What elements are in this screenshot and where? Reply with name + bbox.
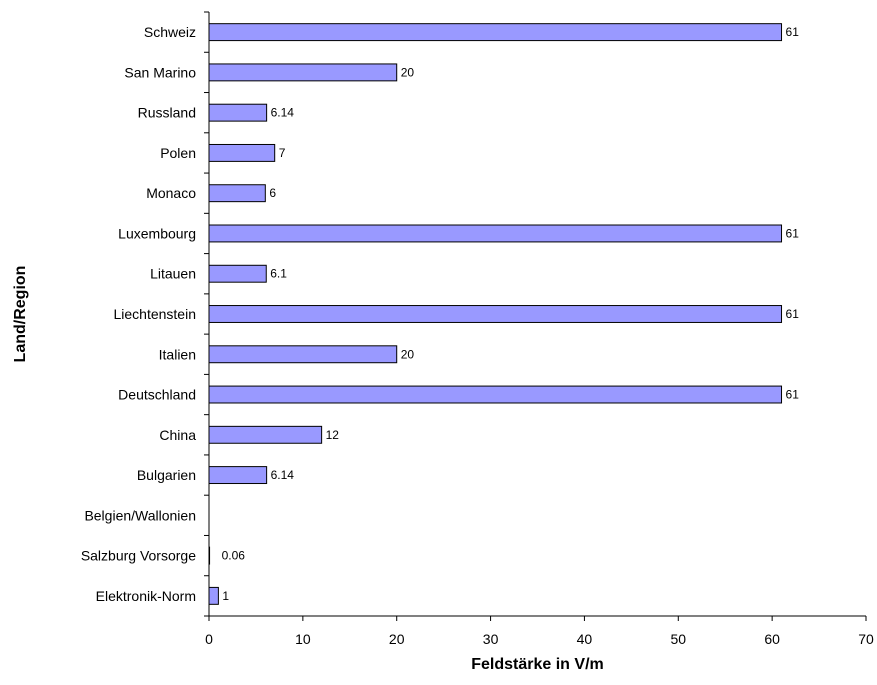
category-label: Polen (160, 145, 196, 161)
bar (208, 345, 398, 364)
x-axis-title: Feldstärke in V/m (471, 656, 604, 673)
data-label: 61 (786, 226, 800, 240)
bar (208, 385, 783, 404)
category-label: Liechtenstein (113, 306, 196, 322)
category-label: Monaco (146, 185, 196, 201)
bar (208, 184, 266, 203)
bar (208, 143, 276, 162)
bar (208, 224, 783, 243)
data-label: 61 (786, 307, 800, 321)
data-label: 6.14 (271, 106, 295, 120)
category-label: Russland (138, 105, 196, 121)
bars-group (208, 23, 783, 605)
x-tick-label: 10 (295, 631, 311, 647)
category-label: Schweiz (144, 24, 196, 40)
category-label: China (159, 427, 196, 443)
x-tick-label: 20 (389, 631, 405, 647)
bar (208, 305, 783, 323)
category-label: Italien (159, 346, 196, 362)
category-label: Luxembourg (118, 225, 196, 241)
bar (208, 63, 398, 82)
bar (208, 466, 268, 485)
category-label: Elektronik-Norm (96, 588, 196, 604)
x-tick-label: 50 (670, 631, 686, 647)
category-label: Litauen (150, 266, 196, 282)
bar (208, 425, 323, 444)
data-label: 6.1 (270, 267, 287, 281)
data-label: 6 (269, 186, 276, 200)
x-tick-label: 40 (577, 631, 593, 647)
data-label: 7 (279, 146, 286, 160)
data-label: 61 (786, 388, 800, 402)
x-tick-label: 30 (483, 631, 499, 647)
x-tick-label: 70 (858, 631, 874, 647)
category-label: Deutschland (118, 387, 196, 403)
category-label: Bulgarien (137, 467, 196, 483)
category-label: San Marino (124, 64, 196, 80)
y-axis-ticks (204, 11, 209, 617)
data-label: 0.06 (222, 549, 246, 563)
x-tick-label: 0 (205, 631, 213, 647)
bar (208, 264, 267, 283)
bar (208, 586, 219, 605)
data-label: 12 (326, 428, 340, 442)
bar (208, 23, 783, 42)
category-label: Belgien/Wallonien (84, 507, 196, 523)
x-tick-label: 60 (764, 631, 780, 647)
data-labels: 61 20 6.14 7 6 61 6.1 61 20 61 12 6.14 0.06 1 (222, 25, 800, 603)
bar (208, 103, 268, 122)
y-axis-title: Land/Region (12, 266, 29, 363)
category-labels: Schweiz San Marino Russland Polen Monaco Luxe… (81, 24, 196, 604)
data-label: 20 (401, 65, 415, 79)
data-label: 20 (401, 347, 415, 361)
category-label: Salzburg Vorsorge (81, 548, 196, 564)
data-label: 6.14 (271, 468, 295, 482)
x-axis-ticks: 0 10 20 30 40 50 60 70 (205, 616, 874, 647)
data-label: 1 (222, 589, 229, 603)
data-label: 61 (786, 25, 800, 39)
